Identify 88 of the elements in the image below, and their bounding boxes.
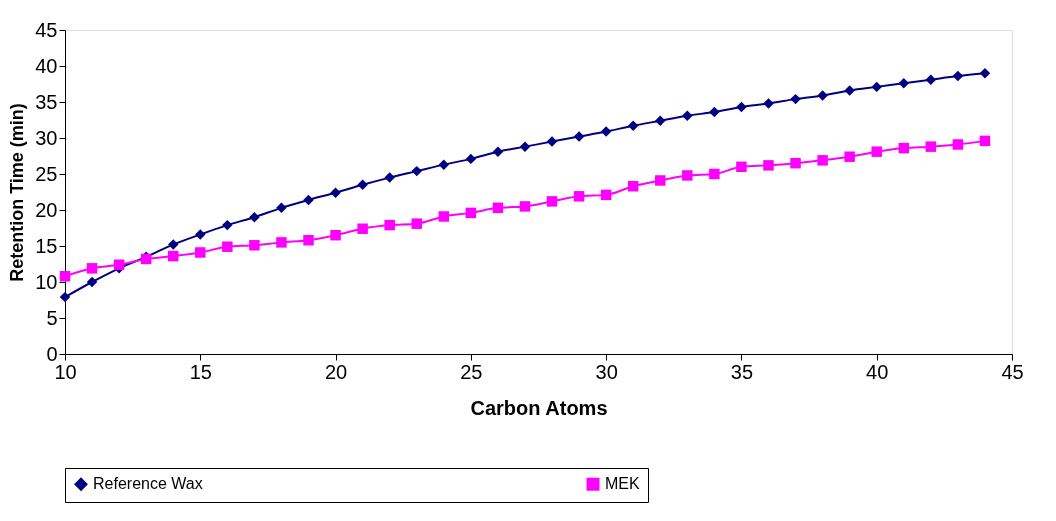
point <box>249 211 260 223</box>
point <box>898 78 910 89</box>
y-axis-title: Retention Time (min) <box>7 103 28 282</box>
point <box>384 219 395 231</box>
point <box>844 85 855 96</box>
point <box>465 153 477 165</box>
x-tick-label: 35 <box>730 360 754 383</box>
point <box>303 235 314 246</box>
y-tick-label: 40 <box>35 54 58 77</box>
point <box>736 161 747 173</box>
point <box>167 250 179 262</box>
point <box>59 271 71 282</box>
point <box>600 189 612 201</box>
x-tick-label: 30 <box>595 360 618 383</box>
point <box>709 106 720 118</box>
point <box>195 247 206 258</box>
point <box>357 223 368 234</box>
x-tick-label: 40 <box>866 360 889 383</box>
y-tick-label: 45 <box>35 18 58 41</box>
point <box>492 202 504 214</box>
point <box>979 135 991 147</box>
point <box>573 131 585 142</box>
point <box>655 175 666 186</box>
point <box>195 229 206 240</box>
x-tick-label: 15 <box>189 360 212 383</box>
point <box>357 179 368 191</box>
point <box>763 98 774 109</box>
point <box>330 187 341 198</box>
point <box>86 263 98 274</box>
point <box>222 241 233 252</box>
point <box>276 202 287 214</box>
point <box>682 110 693 121</box>
point <box>465 207 477 219</box>
y-tick-label: 0 <box>46 342 58 365</box>
point <box>952 70 964 82</box>
point <box>682 170 693 181</box>
point <box>627 120 639 131</box>
y-tick-label: 5 <box>46 306 58 329</box>
y-tick-label: 35 <box>35 90 58 113</box>
point <box>925 74 937 85</box>
point <box>249 240 260 251</box>
point <box>817 90 828 101</box>
point <box>600 126 612 137</box>
point <box>113 259 125 270</box>
point <box>546 196 558 207</box>
point <box>438 211 450 222</box>
x-tick-label: 25 <box>460 360 483 383</box>
point <box>979 67 991 79</box>
point <box>276 237 287 248</box>
x-tick-label: 20 <box>324 360 348 383</box>
point <box>655 115 666 126</box>
point <box>519 141 531 152</box>
point <box>573 191 585 202</box>
point <box>952 139 964 150</box>
point <box>519 201 531 212</box>
point <box>330 229 341 241</box>
point <box>167 239 179 250</box>
point <box>871 81 882 93</box>
y-tick-label: 30 <box>35 126 58 149</box>
point <box>546 136 558 147</box>
legend-label: Reference Wax <box>93 475 203 493</box>
point <box>303 194 314 206</box>
point <box>384 172 395 183</box>
point <box>492 146 504 157</box>
point <box>709 168 720 180</box>
point <box>817 155 828 166</box>
point <box>790 157 801 169</box>
point <box>871 146 882 157</box>
y-tick-label: 25 <box>35 162 58 185</box>
point <box>844 151 855 162</box>
point <box>763 160 774 171</box>
point <box>59 291 71 303</box>
point <box>438 159 450 170</box>
point <box>222 219 233 231</box>
y-tick-label: 20 <box>35 198 58 221</box>
y-tick-label: 15 <box>35 234 58 257</box>
x-axis-title: Carbon Atoms <box>470 396 608 419</box>
x-tick-label: 45 <box>1001 360 1024 383</box>
point <box>925 141 937 152</box>
point <box>86 276 98 288</box>
legend-label: MEK <box>605 475 640 493</box>
point <box>898 142 910 154</box>
y-tick-label: 10 <box>35 270 58 293</box>
point <box>411 165 422 177</box>
point <box>790 93 801 105</box>
point <box>627 181 639 192</box>
point <box>736 101 747 113</box>
point <box>411 218 422 229</box>
